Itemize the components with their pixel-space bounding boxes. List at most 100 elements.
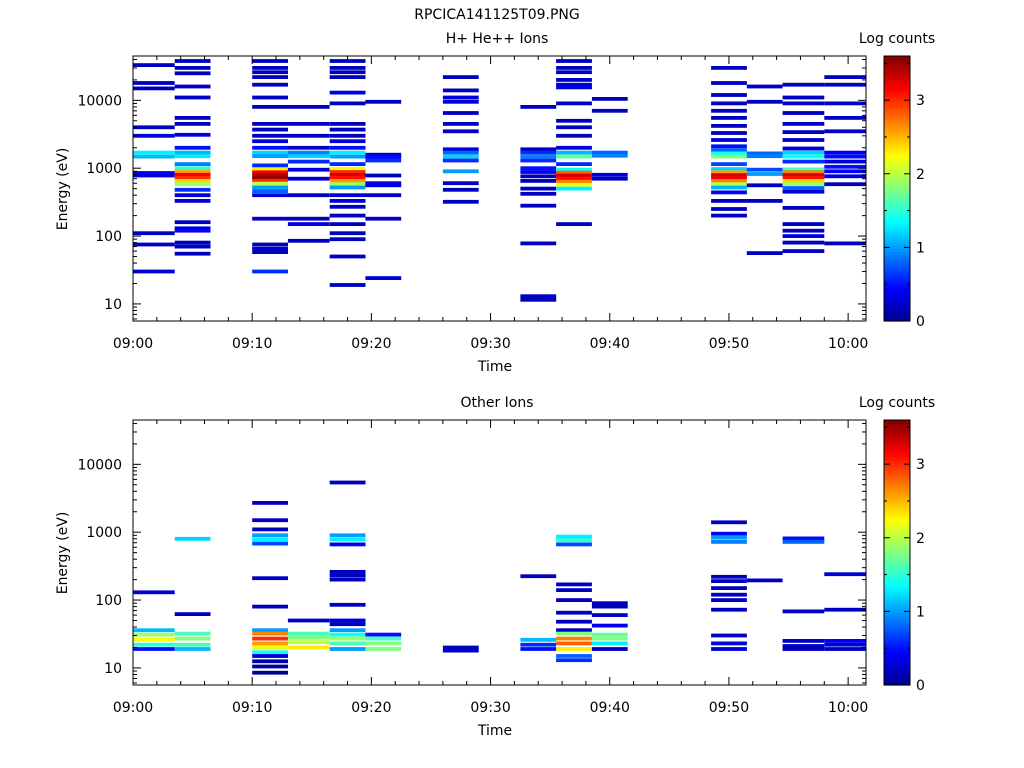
colorbar-frame xyxy=(883,55,911,322)
heatmap-cell xyxy=(782,540,825,544)
heatmap-cell xyxy=(591,641,628,646)
heatmap-cell xyxy=(174,150,211,155)
heatmap-cell xyxy=(824,101,866,106)
heatmap-cell xyxy=(252,654,288,658)
heatmap-cell xyxy=(287,133,330,138)
heatmap-cell xyxy=(174,220,211,225)
colorbar-step xyxy=(884,569,910,573)
heatmap-cell xyxy=(329,150,366,155)
heatmap-cell xyxy=(556,654,592,658)
heatmap-cell xyxy=(556,542,592,547)
heatmap-cell xyxy=(329,628,366,633)
heatmap-cell xyxy=(782,536,825,541)
heatmap-cell xyxy=(711,531,747,536)
heatmap-cell xyxy=(329,133,366,138)
colorbar-step xyxy=(884,552,910,557)
colorbar-step xyxy=(884,605,910,610)
heatmap-cell xyxy=(174,66,211,70)
heatmap-cell xyxy=(174,172,211,177)
colorbar-step xyxy=(884,420,910,424)
heatmap-cell xyxy=(252,170,288,175)
y-tick-label: 1000 xyxy=(86,161,122,177)
heatmap-cell xyxy=(252,122,288,126)
heatmap-cell xyxy=(824,154,866,159)
heatmap-cell xyxy=(746,578,783,583)
colorbar-step xyxy=(884,532,910,537)
heatmap-cell xyxy=(287,193,330,198)
colorbar-step xyxy=(884,128,910,133)
heatmap-cell xyxy=(252,518,288,523)
heatmap-cell xyxy=(711,213,747,218)
heatmap-cell xyxy=(174,187,211,192)
heatmap-cell xyxy=(556,534,592,539)
heatmap-cell xyxy=(520,154,557,159)
heatmap-cell xyxy=(365,173,402,178)
colorbar-step xyxy=(884,198,910,203)
colorbar-step xyxy=(884,304,910,309)
colorbar-step xyxy=(884,228,910,233)
heatmap-cell xyxy=(287,635,330,640)
x-tick-label: 09:30 xyxy=(470,336,510,352)
heatmap-cell xyxy=(287,167,330,172)
colorbar-step xyxy=(884,635,910,640)
colorbar-step xyxy=(884,582,910,587)
x-tick-label: 09:10 xyxy=(232,700,272,716)
y-tick-label: 10000 xyxy=(77,457,122,473)
colorbar-step xyxy=(884,598,910,603)
heatmap-cell xyxy=(556,78,592,82)
heatmap-cell xyxy=(329,647,366,651)
heatmap-cell xyxy=(365,632,402,637)
heatmap-cell xyxy=(520,147,557,152)
x-tick-label: 09:00 xyxy=(113,336,153,352)
heatmap-cell xyxy=(287,631,330,636)
colorbar-step xyxy=(884,479,910,484)
panel-other-ions: Other Ions 09:00 09:10 09:20 09:30 09:40 09:5… xyxy=(55,395,935,739)
heatmap-cell xyxy=(329,185,366,190)
heatmap-cell xyxy=(711,151,747,156)
heatmap-cell xyxy=(782,170,825,175)
heatmap-cell xyxy=(329,122,366,126)
colorbar-step xyxy=(884,79,910,84)
heatmap-cell xyxy=(782,234,825,238)
panel-title: Other Ions xyxy=(460,395,533,411)
heatmap-cell xyxy=(252,133,288,138)
colorbar-step xyxy=(884,211,910,216)
colorbar-step xyxy=(884,549,910,554)
heatmap-cell xyxy=(174,642,211,647)
colorbar-step xyxy=(884,231,910,236)
heatmap-cell xyxy=(442,158,479,163)
heatmap-cell xyxy=(520,105,557,109)
heatmap-cell xyxy=(287,159,330,164)
heatmap-cell xyxy=(365,181,402,186)
heatmap-cell xyxy=(711,199,747,203)
colorbar-step xyxy=(884,678,910,683)
heatmap-cell xyxy=(556,631,592,636)
heatmap-cell xyxy=(824,164,866,169)
heatmap-cell xyxy=(329,602,366,607)
heatmap-cell xyxy=(252,242,288,247)
colorbar-step xyxy=(884,519,910,524)
heatmap-cell xyxy=(133,63,175,67)
heatmap-cell xyxy=(442,88,479,93)
heatmap-cell xyxy=(329,204,366,209)
heatmap-cell xyxy=(782,122,825,126)
colorbar-step xyxy=(884,658,910,663)
heatmap-cell xyxy=(520,179,557,183)
colorbar-step xyxy=(884,105,910,110)
heatmap-cell xyxy=(782,644,825,648)
y-tick-label: 10000 xyxy=(77,93,122,109)
colorbar-step xyxy=(884,506,910,511)
colorbar-tick-label: 0 xyxy=(916,314,925,330)
heatmap-cell xyxy=(329,537,366,542)
colorbar-step xyxy=(884,545,910,550)
heatmap-cell xyxy=(520,297,557,302)
heatmap-cell xyxy=(520,574,557,579)
colorbar-step xyxy=(884,585,910,590)
heatmap-cell xyxy=(329,139,366,144)
heatmap-cell xyxy=(252,631,288,636)
colorbar-step xyxy=(884,69,910,74)
heatmap-cell xyxy=(520,637,557,642)
colorbar-step xyxy=(884,254,910,259)
heatmap-cell xyxy=(556,173,592,178)
